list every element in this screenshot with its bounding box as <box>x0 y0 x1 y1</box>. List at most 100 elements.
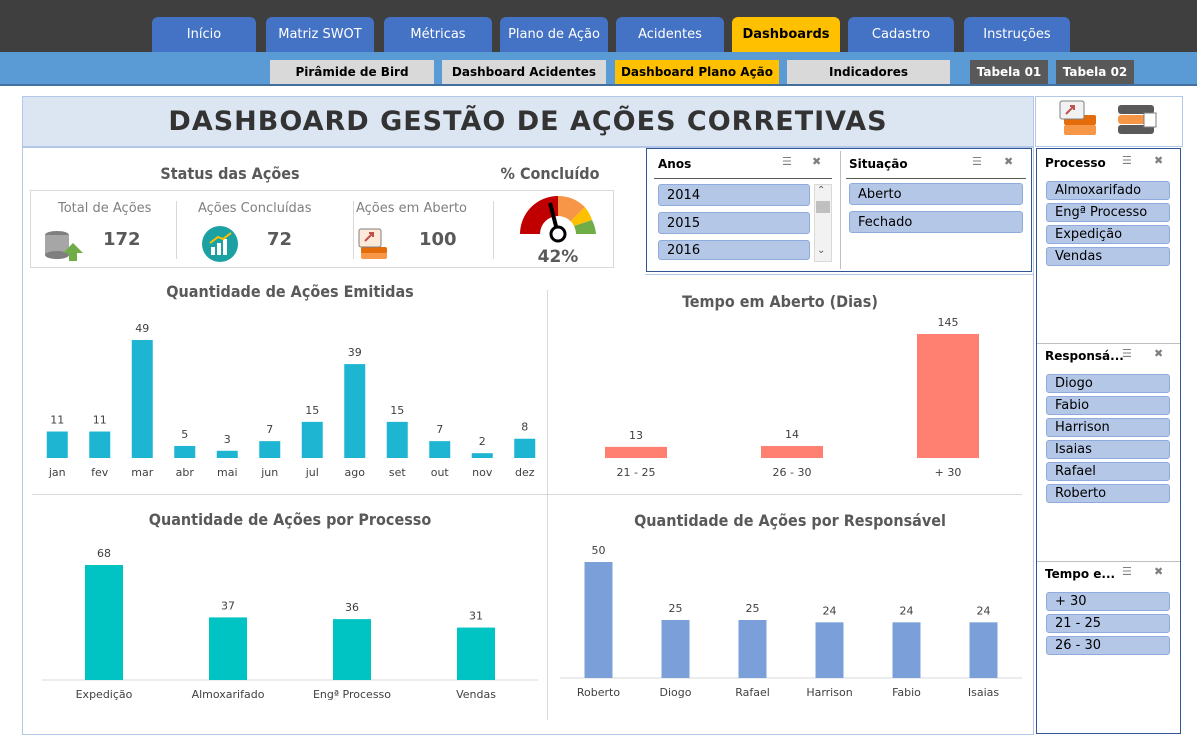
tab-cadastro[interactable]: Cadastro <box>848 17 954 52</box>
slicer-tempo-item[interactable]: + 30 <box>1046 592 1170 611</box>
tab-inicio[interactable]: Início <box>152 17 256 52</box>
slicer-responsavel-item[interactable]: Harrison <box>1046 418 1170 437</box>
bar-dez <box>514 438 536 458</box>
subtab-tabela-02[interactable]: Tabela 02 <box>1056 60 1134 84</box>
category-label: ago <box>345 466 366 479</box>
open-actions-icon <box>358 228 387 259</box>
multi-select-icon[interactable]: ☰ <box>1122 154 1132 167</box>
slicer-situacao-item[interactable]: Fechado <box>849 211 1023 233</box>
category-label: abr <box>176 466 195 479</box>
slicer-responsavel-item[interactable]: Fabio <box>1046 396 1170 415</box>
total-actions-label: Total de Ações <box>58 201 152 216</box>
category-label: Fabio <box>892 686 921 699</box>
slicer-anos-scrollbar[interactable]: ⌃ ⌄ <box>814 184 832 262</box>
category-label: set <box>389 466 406 479</box>
chart-title-tempo: Tempo em Aberto (Dias) <box>682 292 878 311</box>
subtab-piramide-de-bird[interactable]: Pirâmide de Bird <box>270 60 434 84</box>
slicer-processo-item[interactable]: Almoxarifado <box>1046 181 1170 200</box>
category-label: Engª Processo <box>313 688 391 701</box>
growth-chart-icon <box>202 226 238 262</box>
tab-matriz-swot[interactable]: Matriz SWOT <box>266 17 374 52</box>
bar-rafael <box>738 620 767 678</box>
category-label: jul <box>305 466 319 479</box>
dashboard-frame <box>22 147 1034 735</box>
gauge-yellow-zone <box>570 207 592 226</box>
tab-metricas[interactable]: Métricas <box>384 17 492 52</box>
clear-filter-icon[interactable]: ✖ <box>1154 565 1164 578</box>
scroll-thumb[interactable] <box>816 201 830 213</box>
bar-isaias <box>969 622 998 678</box>
category-label: nov <box>472 466 493 479</box>
data-label: 49 <box>135 322 149 335</box>
clear-filter-icon[interactable]: ✖ <box>1004 155 1014 168</box>
bar-fev <box>89 431 111 458</box>
bar-expedi-o <box>85 565 123 680</box>
data-label: 13 <box>629 429 643 442</box>
slicer-processo-item[interactable]: Vendas <box>1046 247 1170 266</box>
plan-icon[interactable] <box>1059 100 1096 135</box>
slicer-bottom-rule <box>645 274 1033 275</box>
gauge-red-zone <box>520 196 558 234</box>
scroll-down-icon[interactable]: ⌄ <box>817 245 826 256</box>
subtab-indicadores[interactable]: Indicadores <box>787 60 950 84</box>
category-label: dez <box>515 466 535 479</box>
tab-instrucoes[interactable]: Instruções <box>964 17 1070 52</box>
bar-jul <box>301 421 323 458</box>
category-label: Almoxarifado <box>192 688 265 701</box>
slicer-tempo-item[interactable]: 26 - 30 <box>1046 636 1170 655</box>
category-label: mar <box>131 466 153 479</box>
data-label: 145 <box>938 316 959 329</box>
multi-select-icon[interactable]: ☰ <box>972 155 982 168</box>
slicer-responsavel-item[interactable]: Diogo <box>1046 374 1170 393</box>
tab-plano-de-acao[interactable]: Plano de Ação <box>500 17 608 52</box>
slicer-situacao-item[interactable]: Aberto <box>849 183 1023 205</box>
slicer-anos-item[interactable]: 2015 <box>658 212 810 234</box>
kpi-box: Total de Ações 172 Ações Concluídas 72 A… <box>30 190 614 268</box>
slicer-tempo-item[interactable]: 21 - 25 <box>1046 614 1170 633</box>
chart-title-processo: Quantidade de Ações por Processo <box>148 510 432 529</box>
category-label: 26 - 30 <box>773 466 812 479</box>
done-actions-value: 72 <box>267 229 293 250</box>
data-label: 11 <box>50 414 64 427</box>
bar-jun <box>259 441 281 458</box>
bar-roberto <box>584 562 613 678</box>
slicer-responsavel-item[interactable]: Rafael <box>1046 462 1170 481</box>
slicer-responsavel-item[interactable]: Roberto <box>1046 484 1170 503</box>
category-label: Isaias <box>968 686 1000 699</box>
tab-acidentes[interactable]: Acidentes <box>616 17 724 52</box>
data-label: 15 <box>390 404 404 417</box>
data-label: 14 <box>785 428 799 441</box>
bar-diogo <box>661 620 690 678</box>
scroll-up-icon[interactable]: ⌃ <box>817 185 826 196</box>
data-label: 25 <box>746 602 760 615</box>
clear-filter-icon[interactable]: ✖ <box>1154 347 1164 360</box>
chart-processo: 68 Expedição 37 Almoxarifado 36 Engª Processo… <box>42 547 538 701</box>
subtab-tabela-01[interactable]: Tabela 01 <box>970 60 1048 84</box>
multi-select-icon[interactable]: ☰ <box>782 155 792 168</box>
slicer-processo-item[interactable]: Expedição <box>1046 225 1170 244</box>
tab-dashboards[interactable]: Dashboards <box>732 17 840 52</box>
slicer-responsavel-item[interactable]: Isaias <box>1046 440 1170 459</box>
category-label: Expedição <box>76 688 133 701</box>
database-icon[interactable] <box>1118 105 1157 134</box>
gauge-title: % Concluído <box>500 164 600 183</box>
subtab-dashboard-acidentes[interactable]: Dashboard Acidentes <box>442 60 606 84</box>
clear-filter-icon[interactable]: ✖ <box>1154 154 1164 167</box>
slicer-processo-item[interactable]: Engª Processo <box>1046 203 1170 222</box>
bar-fabio <box>892 622 921 678</box>
multi-select-icon[interactable]: ☰ <box>1122 347 1132 360</box>
multi-select-icon[interactable]: ☰ <box>1122 565 1132 578</box>
category-label: Diogo <box>660 686 692 699</box>
subtab-dashboard-plano-acao[interactable]: Dashboard Plano Ação <box>615 60 779 84</box>
data-label: 50 <box>592 544 606 557</box>
bar-vendas <box>457 627 495 680</box>
completion-gauge: 42% <box>520 195 596 267</box>
data-label: 24 <box>823 604 837 617</box>
slicer-anos-title: Anos <box>658 157 692 171</box>
data-label: 7 <box>266 423 273 436</box>
gauge-hub <box>549 225 567 243</box>
slicer-anos-item[interactable]: 2016 <box>658 240 810 260</box>
slicer-anos-item[interactable]: 2014 <box>658 184 810 206</box>
bar-26-30 <box>761 446 823 458</box>
clear-filter-icon[interactable]: ✖ <box>812 155 822 168</box>
